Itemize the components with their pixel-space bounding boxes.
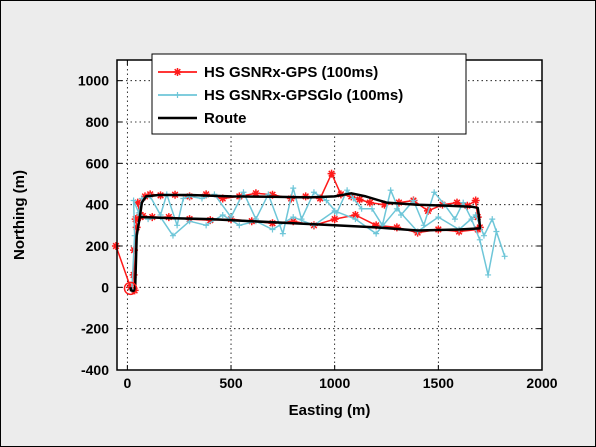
data-point: [372, 221, 381, 230]
legend-swatch-marker: [174, 92, 181, 98]
y-tick-label: -200: [81, 321, 109, 337]
x-tick-label: 1500: [423, 375, 454, 391]
y-tick-label: 200: [86, 238, 110, 254]
legend-swatch-marker: [173, 68, 182, 76]
data-point: [380, 200, 389, 209]
x-tick-label: 1000: [319, 375, 350, 391]
data-point: [365, 198, 374, 207]
data-point: [468, 216, 475, 223]
data-point: [460, 199, 467, 206]
data-point: [480, 232, 487, 239]
data-point: [316, 194, 325, 203]
legend-item-route: Route: [158, 110, 247, 127]
data-point: [298, 216, 305, 223]
data-point: [493, 228, 500, 235]
data-point: [350, 195, 357, 202]
data-point: [203, 222, 210, 229]
legend: HS GSNRx-GPS (100ms) HS GSNRx-GPSGlo (100…: [151, 53, 467, 135]
data-point: [410, 197, 417, 204]
data-point: [331, 207, 338, 214]
data-point: [471, 196, 480, 205]
data-point: [392, 223, 401, 232]
data-point: [279, 230, 286, 237]
data-point: [435, 214, 442, 221]
series-layer: [111, 169, 508, 296]
data-point: [289, 217, 298, 226]
legend-item-hs-gsnrx-gpsglo-100ms: HS GSNRx-GPSGlo (100ms): [158, 87, 403, 104]
data-point: [133, 198, 142, 207]
data-point: [129, 270, 138, 279]
data-point: [327, 169, 336, 178]
y-tick-label: 800: [86, 114, 110, 130]
data-point: [393, 205, 400, 212]
data-point: [420, 222, 427, 229]
data-point: [174, 222, 181, 229]
data-point: [180, 195, 187, 202]
data-point: [355, 195, 364, 204]
data-point: [236, 222, 243, 229]
data-point: [369, 205, 375, 212]
data-point: [111, 242, 120, 250]
x-axis-label: Easting (m): [289, 402, 371, 419]
data-point: [485, 271, 492, 278]
x-tick-label: 500: [219, 375, 243, 391]
data-point: [269, 226, 276, 233]
legend-label: HS GSNRx-GPS (100ms): [204, 64, 378, 81]
y-tick-labels: -400 -200 0 200 400 600 800 1000: [78, 73, 109, 378]
data-point: [240, 189, 247, 196]
data-point: [323, 197, 330, 204]
start-point-marker: [123, 281, 138, 296]
legend-label: Route: [204, 110, 247, 127]
data-point: [398, 212, 405, 218]
data-point: [290, 185, 297, 192]
data-point: [131, 215, 140, 224]
x-tick-label: 2000: [526, 375, 557, 391]
data-point: [501, 253, 508, 260]
series-route: [129, 192, 482, 293]
data-point: [330, 215, 339, 224]
data-point: [251, 189, 260, 198]
data-point: [451, 216, 458, 223]
data-point: [169, 232, 176, 239]
y-tick-label: 0: [101, 279, 109, 295]
data-point: [218, 194, 227, 203]
data-point: [351, 211, 360, 219]
legend-item-hs-gsnrx-gps-100ms: HS GSNRx-GPS (100ms): [158, 64, 378, 81]
y-axis-label: Northing (m): [11, 170, 28, 260]
y-tick-label: -400: [81, 362, 109, 378]
y-tick-label: 600: [86, 155, 110, 171]
y-tick-label: 1000: [78, 73, 109, 89]
data-point: [132, 223, 141, 232]
data-point: [219, 212, 226, 218]
data-point: [453, 198, 461, 207]
y-tick-label: 400: [86, 197, 110, 213]
data-point: [373, 230, 380, 237]
data-point: [476, 236, 483, 243]
series-hs-gsnrx-gpsglo-100ms: [128, 185, 508, 293]
data-point: [358, 205, 365, 212]
data-point: [268, 190, 277, 199]
legend-box: [151, 53, 467, 135]
x-tick-labels: 0 500 1000 1500 2000: [123, 375, 557, 391]
x-tick-label: 0: [123, 375, 131, 391]
data-point: [387, 187, 394, 194]
data-point: [290, 214, 297, 221]
legend-label: HS GSNRx-GPSGlo (100ms): [204, 87, 403, 104]
data-point: [344, 187, 351, 194]
data-point: [352, 216, 359, 223]
data-point: [489, 216, 496, 223]
series-line: [129, 192, 482, 293]
data-point: [431, 189, 438, 196]
data-point: [310, 189, 317, 196]
data-point: [473, 213, 482, 222]
data-point: [130, 197, 137, 204]
